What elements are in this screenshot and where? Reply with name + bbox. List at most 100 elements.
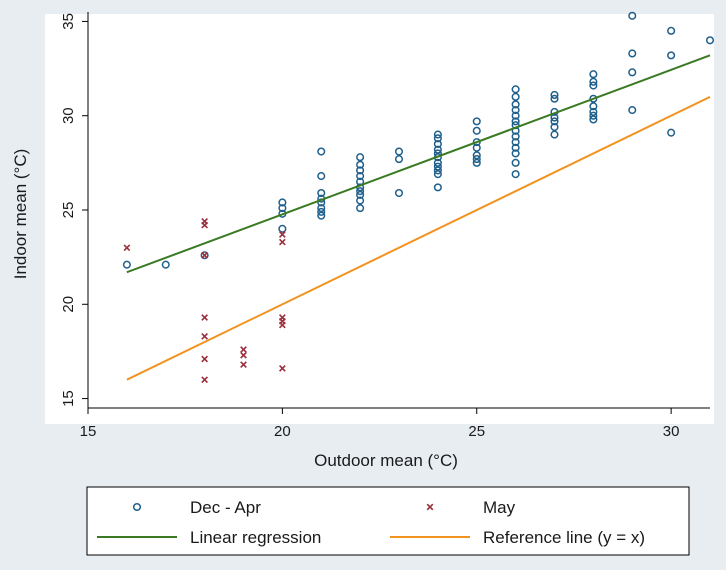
data-point-x [201, 355, 208, 363]
data-point-circle [394, 147, 404, 156]
data-point-circle [472, 151, 481, 160]
x-tick-label: 20 [274, 423, 291, 440]
data-point-circle [317, 188, 326, 198]
y-tick-label: 15 [60, 390, 77, 407]
data-point-circle [356, 196, 365, 205]
data-point-circle [589, 111, 598, 120]
legend-label: Dec - Apr [190, 498, 261, 517]
data-point-circle [161, 260, 170, 269]
data-point-x-stroke [201, 251, 208, 259]
data-point-x-stroke [201, 376, 208, 384]
data-point-circle [433, 145, 442, 154]
data-point-x [279, 238, 286, 246]
data-point-circle [589, 102, 598, 111]
data-point-circle [511, 132, 520, 141]
data-point-x-stroke [279, 231, 286, 238]
y-axis-label: Indoor mean (°C) [11, 149, 30, 280]
x-tick-label: 15 [80, 423, 97, 440]
data-point-x-stroke [240, 351, 247, 359]
data-point-circle [472, 126, 481, 135]
data-point-circle [589, 70, 598, 79]
data-point-circle [394, 155, 404, 164]
data-point-x-stroke [240, 346, 247, 353]
legend-label: May [483, 498, 516, 517]
data-point-circle [511, 85, 520, 94]
data-point-circle [433, 130, 442, 139]
legend-label: Linear regression [190, 528, 321, 547]
y-tick-label: 25 [60, 202, 77, 219]
data-point-circle [589, 77, 598, 86]
data-point-circle [511, 117, 520, 126]
legend-item: Dec - Apr [132, 498, 261, 517]
data-point-circle [667, 128, 676, 137]
y-tick-label: 30 [60, 107, 77, 124]
data-point-circle [356, 166, 365, 175]
data-point-circle [511, 158, 520, 167]
y-tick-label: 20 [60, 296, 77, 313]
data-point-x [201, 251, 208, 259]
data-point-circle [550, 113, 559, 122]
data-point-circle [200, 251, 209, 260]
series-line-linear-regression [126, 54, 711, 274]
legend-box [86, 486, 690, 556]
data-point-circle [433, 162, 442, 171]
data-point-circle [433, 170, 442, 179]
data-point-circle [511, 100, 520, 109]
data-point-circle [317, 207, 326, 216]
data-point-circle [628, 68, 637, 77]
x-tick-label: 30 [663, 423, 680, 440]
data-point-circle [667, 26, 676, 35]
data-point-circle [472, 138, 481, 147]
data-point-x-stroke [201, 355, 208, 363]
data-point-x [240, 351, 247, 359]
data-point-x [279, 365, 286, 372]
data-point-x-stroke [201, 332, 208, 340]
x-tick-label: 25 [468, 423, 485, 440]
legend-item: Reference line (y = x) [390, 528, 645, 547]
data-point-circle [433, 158, 442, 167]
data-point-circle [472, 117, 481, 126]
data-point-circle [278, 198, 287, 207]
series-may [123, 217, 286, 384]
data-point-circle [589, 81, 598, 90]
legend-x-marker [426, 503, 434, 511]
data-point-circle [589, 94, 598, 103]
data-point-circle [317, 147, 326, 156]
data-point-circle [317, 204, 326, 213]
data-point-circle [511, 111, 520, 120]
data-point-x-stroke [240, 361, 247, 368]
data-point-circle [317, 211, 326, 220]
data-point-x-stroke [279, 321, 286, 329]
series-dec-apr [122, 11, 715, 269]
y-tick-label: 35 [60, 13, 77, 30]
data-point-circle [550, 117, 559, 126]
data-point-x [279, 321, 286, 329]
data-point-circle [356, 160, 365, 169]
data-point-x [201, 332, 208, 340]
y-ticks: 15 20 25 30 35 [60, 13, 88, 407]
x-axis-label: Outdoor mean (°C) [314, 451, 458, 470]
data-point-circle [511, 92, 520, 101]
data-point-circle [122, 260, 131, 269]
data-point-circle [628, 49, 637, 58]
legend-item: Linear regression [97, 528, 321, 547]
series-line-reference-line-y-x- [126, 95, 711, 381]
series-layer [122, 11, 715, 384]
data-point-circle [667, 51, 676, 60]
legend-circle-marker [132, 502, 142, 512]
data-point-circle [511, 149, 520, 158]
legend-item: May [426, 498, 516, 517]
data-point-circle [472, 158, 481, 167]
legend-x-marker-stroke [426, 503, 434, 511]
data-point-circle [356, 172, 365, 181]
data-point-x-stroke [279, 238, 286, 246]
data-point-circle [550, 130, 559, 139]
data-point-circle [433, 134, 442, 143]
data-point-circle [550, 90, 559, 100]
data-point-circle [705, 36, 715, 45]
data-point-circle [511, 138, 520, 147]
data-point-circle [511, 143, 520, 152]
data-point-x [279, 231, 286, 238]
data-point-x [201, 376, 208, 384]
data-point-circle [511, 106, 520, 115]
